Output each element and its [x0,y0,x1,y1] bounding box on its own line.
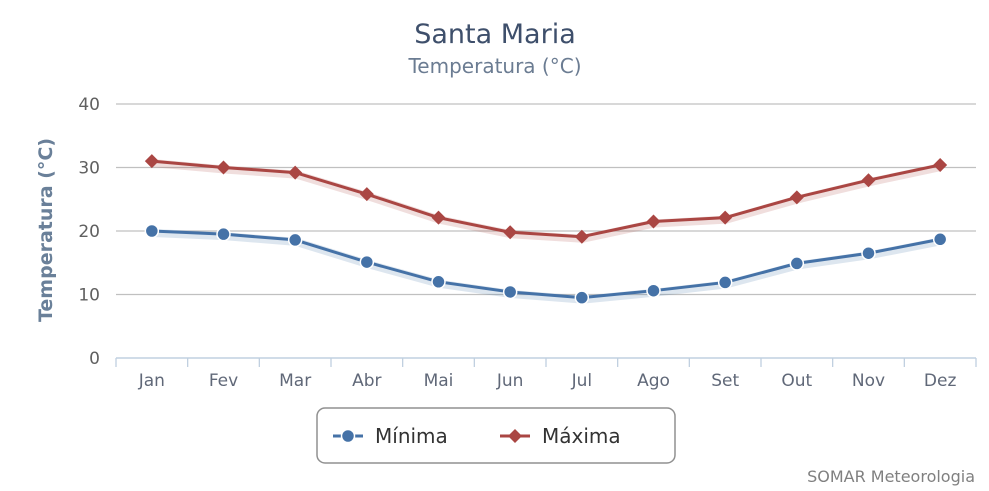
chart-credit[interactable]: SOMAR Meteorologia [807,467,975,486]
y-tick-label: 0 [89,349,100,369]
series-maxima [144,154,948,244]
y-tick-label: 20 [78,222,100,242]
data-point[interactable] [503,225,518,240]
x-tick-label: Jul [571,371,593,391]
data-point[interactable] [288,165,303,180]
x-tick-label: Mar [279,371,311,391]
y-tick-label: 10 [78,286,100,306]
data-point[interactable] [216,226,231,242]
data-point[interactable] [359,187,374,202]
data-point[interactable] [431,210,446,225]
series-line [151,159,941,239]
series-line-shadow [152,159,942,243]
data-point[interactable] [717,275,733,290]
series-layer [144,154,948,305]
legend[interactable]: Mínima Máxima [316,407,676,464]
data-point[interactable] [861,173,876,188]
x-tick-label: Dez [924,371,957,391]
x-axis: Jan Fev Mar Abr Mai Jun Jul Ago Set Out Nov Dez [115,357,977,391]
x-tick-label: Set [711,371,739,391]
data-point[interactable] [646,283,661,298]
series-line-shadow [152,229,942,304]
data-point[interactable] [431,274,446,290]
x-tick-label: Mai [424,371,454,391]
legend-item-maxima[interactable]: Máxima [500,424,621,448]
data-point[interactable] [144,223,160,239]
data-point[interactable] [646,214,661,229]
gridlines [116,103,976,296]
x-tick-label: Jan [138,371,165,391]
x-tick-label: Fev [209,371,238,391]
x-tick-label: Ago [637,371,670,391]
y-axis-ticks: 0 10 20 30 40 [78,95,100,369]
legend-marker[interactable] [508,429,522,443]
data-point[interactable] [861,245,876,261]
y-axis-label: Temperatura (°C) [35,138,57,322]
legend-label: Máxima [542,424,621,448]
data-point[interactable] [502,284,518,300]
x-tick-label: Jun [496,371,524,391]
legend-item-minima[interactable]: Mínima [333,424,448,448]
data-point[interactable] [933,157,948,172]
series-minima [144,223,948,305]
data-point[interactable] [574,290,590,305]
y-tick-label: 40 [78,95,100,115]
chart-title: Santa Maria [414,19,576,50]
data-point[interactable] [359,254,375,270]
x-tick-label: Nov [852,371,885,391]
data-point[interactable] [287,232,303,248]
data-point[interactable] [789,190,804,205]
x-tick-label: Abr [352,371,381,391]
data-point[interactable] [789,256,805,271]
data-point[interactable] [932,232,948,247]
data-point[interactable] [144,154,159,169]
legend-marker[interactable] [340,428,356,444]
data-point[interactable] [718,210,733,225]
y-tick-label: 30 [78,159,100,179]
data-point[interactable] [574,229,589,244]
legend-label: Mínima [375,424,448,448]
legend-box [316,407,676,464]
data-point[interactable] [216,160,231,175]
series-line [151,229,941,300]
chart-subtitle: Temperatura (°C) [407,54,581,78]
x-tick-label: Out [781,371,812,391]
